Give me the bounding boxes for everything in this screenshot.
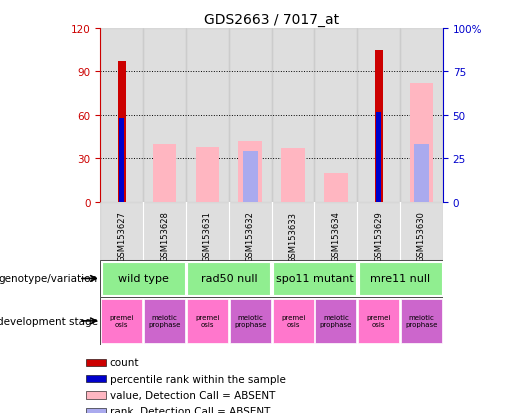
Bar [272, 299, 314, 344]
Bar [85, 375, 106, 382]
Bar [85, 358, 106, 366]
Bar [315, 29, 357, 202]
Bar [272, 202, 315, 260]
Bar [400, 29, 443, 202]
Text: spo11 mutant: spo11 mutant [276, 274, 353, 284]
Text: rad50 null: rad50 null [200, 274, 257, 284]
Bar [281, 149, 305, 202]
Text: GSM153632: GSM153632 [246, 211, 255, 262]
Bar [272, 29, 315, 202]
Bar [100, 202, 143, 260]
Text: meiotic
prophase: meiotic prophase [405, 315, 438, 328]
Bar [85, 408, 106, 413]
Bar [118, 62, 126, 202]
Text: mre11 null: mre11 null [370, 274, 430, 284]
Text: GSM153627: GSM153627 [117, 211, 126, 262]
Bar [101, 262, 185, 296]
Bar [324, 173, 348, 202]
Text: GSM153628: GSM153628 [160, 211, 169, 262]
Text: wild type: wild type [118, 274, 169, 284]
Bar [273, 262, 356, 296]
Text: GSM153634: GSM153634 [331, 211, 340, 262]
Bar [187, 299, 228, 344]
Bar [410, 84, 433, 202]
Bar [143, 202, 186, 260]
Text: genotype/variation: genotype/variation [0, 274, 98, 284]
Bar [153, 145, 177, 202]
Bar [414, 145, 429, 202]
Text: GSM153629: GSM153629 [374, 211, 383, 262]
Bar [85, 392, 106, 399]
Text: premei
osis: premei osis [195, 315, 219, 328]
Bar [101, 299, 142, 344]
Text: premei
osis: premei osis [281, 315, 305, 328]
Bar [119, 119, 125, 202]
Title: GDS2663 / 7017_at: GDS2663 / 7017_at [204, 12, 339, 26]
Bar [186, 29, 229, 202]
Bar [238, 142, 262, 202]
Bar [144, 299, 185, 344]
Text: GSM153633: GSM153633 [288, 211, 298, 262]
Bar [315, 299, 356, 344]
Bar [400, 202, 443, 260]
Text: rank, Detection Call = ABSENT: rank, Detection Call = ABSENT [110, 406, 270, 413]
Bar [243, 152, 258, 202]
Text: percentile rank within the sample: percentile rank within the sample [110, 374, 285, 384]
Text: development stage: development stage [0, 316, 98, 326]
Bar [358, 262, 442, 296]
Bar [315, 202, 357, 260]
Bar [358, 299, 399, 344]
Bar [186, 202, 229, 260]
Bar [401, 299, 442, 344]
Text: premei
osis: premei osis [367, 315, 391, 328]
Bar [375, 51, 383, 202]
Bar [143, 29, 186, 202]
Bar [230, 299, 271, 344]
Bar [229, 29, 271, 202]
Bar [376, 113, 381, 202]
Text: count: count [110, 357, 139, 367]
Text: premei
osis: premei osis [110, 315, 134, 328]
Text: meiotic
prophase: meiotic prophase [234, 315, 266, 328]
Text: value, Detection Call = ABSENT: value, Detection Call = ABSENT [110, 390, 275, 400]
Bar [187, 262, 270, 296]
Text: GSM153631: GSM153631 [203, 211, 212, 262]
Text: meiotic
prophase: meiotic prophase [148, 315, 181, 328]
Bar [196, 147, 219, 202]
Bar [357, 29, 400, 202]
Text: meiotic
prophase: meiotic prophase [320, 315, 352, 328]
Bar [357, 202, 400, 260]
Bar [229, 202, 272, 260]
Bar [100, 29, 143, 202]
Text: GSM153630: GSM153630 [417, 211, 426, 262]
